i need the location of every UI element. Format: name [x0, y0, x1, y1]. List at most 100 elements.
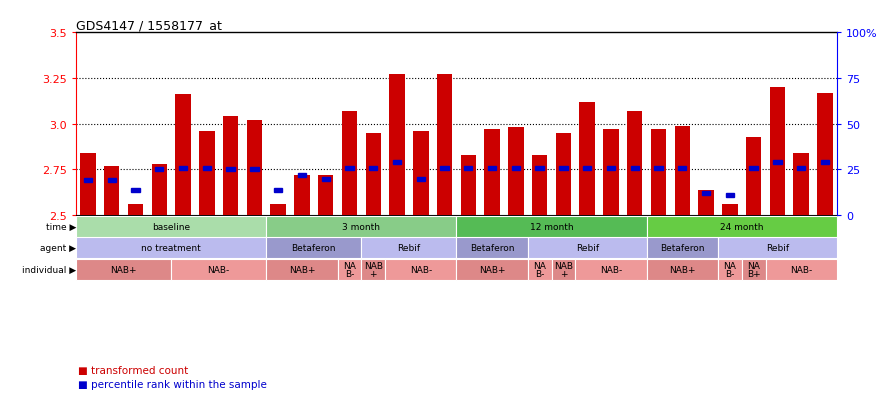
Bar: [226, 168, 234, 172]
Bar: [645, 260, 717, 280]
Text: NAB
+: NAB +: [363, 261, 383, 279]
Text: ■ transformed count: ■ transformed count: [78, 365, 188, 375]
Bar: [484, 130, 499, 216]
Text: Rebif: Rebif: [397, 244, 420, 253]
Bar: [361, 260, 384, 280]
Bar: [511, 166, 519, 170]
Text: NAB+: NAB+: [289, 266, 315, 275]
Bar: [527, 238, 645, 259]
Bar: [650, 130, 665, 216]
Bar: [797, 166, 805, 170]
Bar: [392, 161, 401, 165]
Bar: [555, 133, 570, 216]
Text: Betaferon: Betaferon: [291, 244, 335, 253]
Bar: [456, 260, 527, 280]
Bar: [717, 260, 741, 280]
Text: ■ percentile rank within the sample: ■ percentile rank within the sample: [78, 379, 266, 389]
Bar: [748, 166, 757, 170]
Bar: [793, 154, 808, 216]
Bar: [321, 177, 330, 181]
Bar: [764, 260, 836, 280]
Bar: [487, 166, 495, 170]
Bar: [389, 75, 404, 216]
Text: 12 month: 12 month: [529, 222, 573, 231]
Bar: [413, 132, 428, 216]
Bar: [772, 161, 780, 165]
Bar: [80, 154, 96, 216]
Bar: [717, 238, 836, 259]
Bar: [274, 188, 282, 192]
Text: individual ▶: individual ▶: [22, 266, 76, 275]
Text: Betaferon: Betaferon: [469, 244, 514, 253]
Bar: [198, 132, 215, 216]
Bar: [84, 179, 92, 183]
Bar: [464, 166, 472, 170]
Text: GDS4147 / 1558177_at: GDS4147 / 1558177_at: [76, 19, 222, 32]
Bar: [697, 190, 713, 216]
Bar: [436, 75, 451, 216]
Bar: [627, 112, 642, 216]
Bar: [674, 126, 689, 216]
Bar: [531, 155, 547, 216]
Bar: [223, 117, 238, 216]
Bar: [645, 216, 836, 237]
Bar: [645, 238, 717, 259]
Text: NAB+: NAB+: [478, 266, 505, 275]
Bar: [365, 133, 381, 216]
Text: NAB-: NAB-: [599, 266, 621, 275]
Bar: [456, 238, 527, 259]
Bar: [721, 205, 737, 216]
Text: 3 month: 3 month: [342, 222, 380, 231]
Text: 24 month: 24 month: [719, 222, 763, 231]
Bar: [266, 260, 337, 280]
Bar: [345, 166, 353, 170]
Bar: [107, 179, 115, 183]
Bar: [270, 205, 285, 216]
Bar: [816, 93, 831, 216]
Text: Rebif: Rebif: [575, 244, 598, 253]
Bar: [745, 137, 761, 216]
Bar: [701, 192, 710, 196]
Text: NA
B-: NA B-: [342, 261, 356, 279]
Bar: [508, 128, 523, 216]
Bar: [202, 166, 211, 170]
Bar: [384, 260, 456, 280]
Bar: [575, 260, 645, 280]
Bar: [603, 130, 618, 216]
Bar: [179, 166, 187, 170]
Text: NAB+: NAB+: [110, 266, 137, 275]
Bar: [317, 176, 333, 216]
Bar: [820, 161, 828, 165]
Bar: [294, 176, 309, 216]
Text: NA
B-: NA B-: [722, 261, 736, 279]
Bar: [151, 165, 167, 216]
Bar: [578, 102, 595, 216]
Bar: [250, 168, 258, 172]
Bar: [361, 238, 456, 259]
Bar: [535, 166, 544, 170]
Text: NAB-: NAB-: [207, 266, 230, 275]
Bar: [76, 260, 171, 280]
Bar: [266, 216, 456, 237]
Bar: [582, 166, 591, 170]
Bar: [769, 88, 784, 216]
Bar: [417, 177, 425, 181]
Bar: [559, 166, 567, 170]
Bar: [368, 166, 377, 170]
Bar: [527, 260, 551, 280]
Bar: [266, 238, 361, 259]
Text: NAB-: NAB-: [789, 266, 812, 275]
Text: NA
B-: NA B-: [533, 261, 545, 279]
Bar: [342, 112, 357, 216]
Bar: [76, 216, 266, 237]
Bar: [104, 166, 119, 216]
Bar: [298, 173, 306, 178]
Text: NAB
+: NAB +: [553, 261, 572, 279]
Bar: [741, 260, 764, 280]
Text: Rebif: Rebif: [765, 244, 789, 253]
Bar: [155, 168, 164, 172]
Text: time ▶: time ▶: [46, 222, 76, 231]
Bar: [128, 205, 143, 216]
Bar: [171, 260, 266, 280]
Text: no treatment: no treatment: [141, 244, 201, 253]
